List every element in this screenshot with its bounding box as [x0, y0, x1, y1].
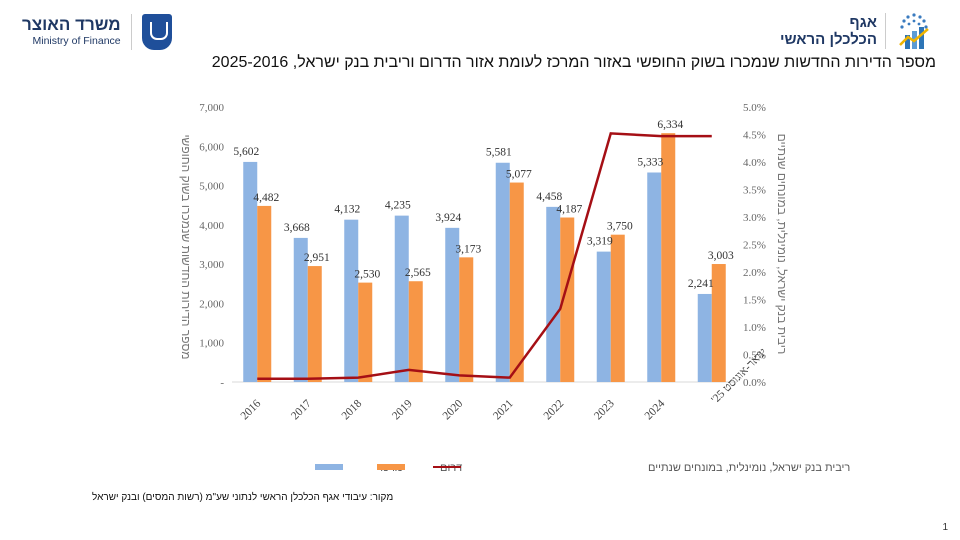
bar-center	[495, 162, 510, 382]
right-axis-label: ריבית בנק ישראל, נומינלית, במונחים שנתיי…	[775, 134, 789, 355]
data-label-center: 3,319	[587, 236, 613, 248]
bar-south	[459, 257, 474, 382]
right-tick-label: 5.0%	[743, 102, 766, 114]
data-label-center: 3,668	[284, 222, 310, 234]
state-emblem-icon	[141, 14, 172, 50]
data-label-south: 2,951	[304, 252, 330, 264]
bar-south	[358, 282, 373, 382]
x-tick-label: 2018	[340, 397, 365, 422]
data-label-south: 4,482	[253, 192, 279, 204]
legend-swatch-south	[377, 464, 405, 470]
data-label-center: 5,333	[637, 156, 663, 168]
bar-south	[408, 281, 423, 382]
legend: מרכז דרום ריבית בנק ישראל, נומינלית, במו…	[315, 461, 850, 474]
right-tick-label: 1.5%	[743, 295, 766, 307]
dept-name-line1: אגף	[849, 14, 877, 31]
ministry-name-hebrew: משרד האוצר	[22, 15, 121, 34]
data-label-south: 3,750	[607, 221, 633, 233]
x-tick-label: 2017	[289, 397, 314, 422]
source-note: מקור: עיבודי אגף הכלכלן הראשי לנתוני שע"…	[92, 492, 394, 503]
left-tick-label: -	[220, 377, 224, 389]
legend-label-south: דרום	[440, 462, 462, 474]
logo-divider	[885, 13, 886, 49]
data-label-south: 2,565	[405, 267, 431, 279]
right-tick-label: 0.5%	[743, 350, 766, 362]
chief-economist-logo: אגף הכלכלן הראשי	[780, 10, 932, 52]
left-axis-ticks: - 1,000 2,000 3,000 4,000 5,000 6,000 7,000	[199, 102, 224, 389]
left-axis-label: מספר הדירות החדשות שנמכרו בשוק החופשי	[179, 134, 193, 359]
x-axis-ticks: 2016 2017 2018 2019 2020 2021 2022 2023 2024 ינוא…	[239, 346, 770, 422]
bar-center	[697, 293, 712, 382]
left-tick-label: 3,000	[199, 259, 224, 271]
left-tick-label: 5,000	[199, 181, 224, 193]
data-label-center: 4,132	[334, 204, 360, 216]
data-label-south: 5,077	[506, 169, 532, 181]
bar-south	[257, 205, 272, 382]
rate-line	[257, 132, 712, 380]
data-label-center: 4,235	[385, 200, 411, 212]
left-tick-label: 2,000	[199, 298, 224, 310]
right-tick-label: 3.5%	[743, 185, 766, 197]
right-tick-label: 3.0%	[743, 212, 766, 224]
rate-line-path	[257, 132, 712, 380]
ministry-name-english: Ministry of Finance	[32, 35, 121, 47]
x-tick-label: ינואר-אוגוסט 25'	[709, 346, 769, 406]
x-tick-label: 2024	[643, 397, 668, 422]
left-tick-label: 6,000	[199, 141, 224, 153]
right-tick-label: 2.0%	[743, 267, 766, 279]
right-tick-label: 0.0%	[743, 377, 766, 389]
x-tick-label: 2021	[491, 397, 516, 422]
legend-label-rate: ריבית בנק ישראל, נומינלית, במונחים שנתיי…	[648, 461, 850, 474]
bar-center	[394, 215, 409, 382]
right-tick-label: 4.5%	[743, 130, 766, 142]
page-number: 1	[942, 522, 948, 533]
bar-center	[445, 227, 460, 382]
bar-data-labels: 5,602 4,482 3,668 2,951 4,132 2,530 4,235 2,565…	[233, 119, 734, 290]
bar-south	[711, 264, 726, 382]
right-tick-label: 2.5%	[743, 240, 766, 252]
chief-economist-icon	[896, 11, 932, 51]
x-tick-label: 2023	[592, 397, 617, 422]
data-label-south: 6,334	[657, 119, 683, 131]
bar-center	[546, 206, 561, 382]
bar-center	[243, 161, 258, 382]
right-axis-ticks: 0.0% 0.5% 1.0% 1.5% 2.0% 2.5% 3.0% 3.5% 4.0% 4.5%…	[743, 102, 766, 389]
data-label-south: 3,003	[708, 250, 734, 262]
bars	[243, 133, 726, 382]
data-label-center: 5,581	[486, 147, 512, 159]
legend-label-center: מרכז	[380, 462, 402, 474]
bar-center	[647, 172, 662, 382]
data-label-south: 3,173	[455, 243, 481, 255]
left-tick-label: 1,000	[199, 338, 224, 350]
data-label-center: 3,924	[435, 212, 461, 224]
right-tick-label: 4.0%	[743, 157, 766, 169]
x-tick-label: 2020	[441, 397, 466, 422]
ministry-of-finance-logo: משרד האוצר Ministry of Finance	[22, 12, 172, 52]
bar-south	[661, 133, 676, 382]
data-label-south: 2,530	[354, 269, 380, 281]
data-label-center: 5,602	[233, 146, 259, 158]
legend-swatch-center	[315, 464, 343, 470]
bar-south	[560, 217, 575, 382]
x-tick-label: 2019	[390, 397, 415, 422]
left-tick-label: 4,000	[199, 220, 224, 232]
bar-center	[344, 219, 359, 382]
left-tick-label: 7,000	[199, 102, 224, 114]
data-label-center: 4,458	[536, 191, 562, 203]
x-tick-label: 2016	[239, 397, 264, 422]
bar-south	[509, 182, 524, 382]
dept-name-line2: הכלכלן הראשי	[780, 31, 877, 48]
bar-center	[293, 237, 308, 382]
bar-south	[610, 234, 625, 382]
data-label-center: 2,241	[688, 278, 714, 290]
chart-title: מספר הדירות החדשות שנמכרו בשוק החופשי בא…	[211, 54, 936, 71]
right-tick-label: 1.0%	[743, 322, 766, 334]
data-label-south: 4,187	[556, 204, 582, 216]
logo-divider	[130, 14, 132, 50]
bar-center	[596, 251, 611, 382]
x-tick-label: 2022	[542, 397, 567, 422]
bar-south	[307, 266, 322, 382]
